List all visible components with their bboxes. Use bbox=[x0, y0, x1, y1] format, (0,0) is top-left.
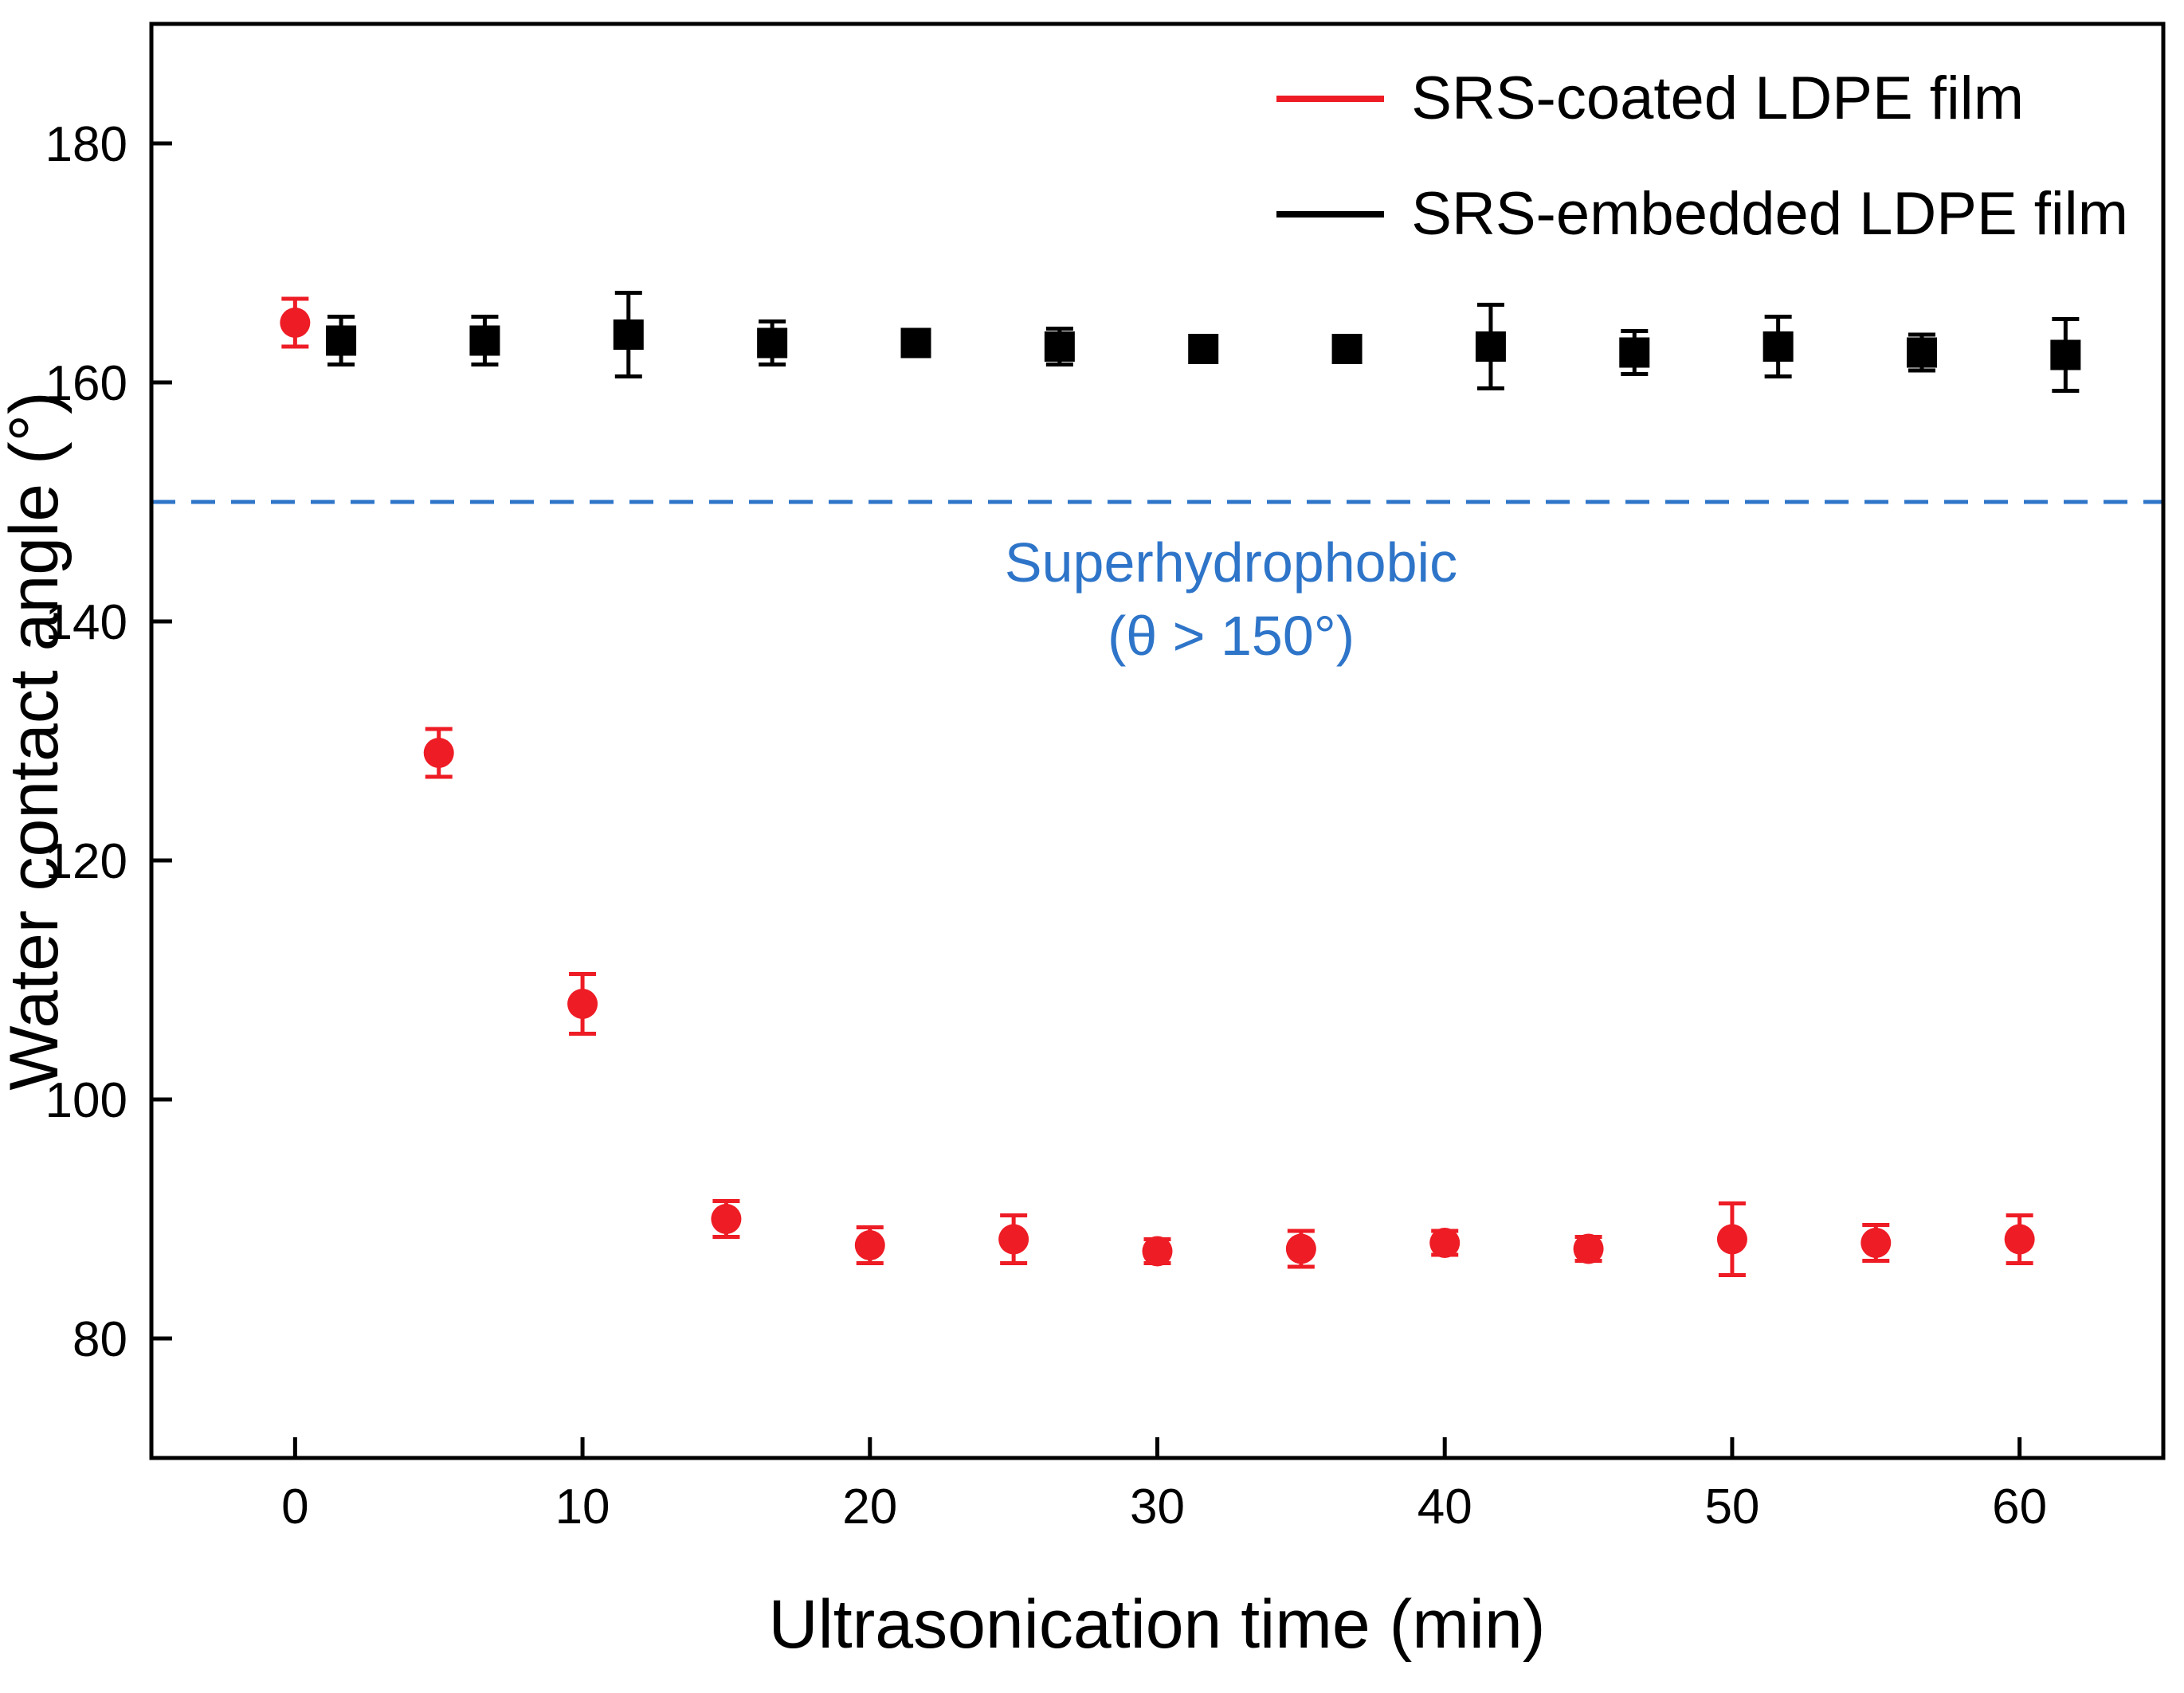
legend-swatch bbox=[1276, 210, 1385, 218]
legend-item-coated: SRS-coated LDPE film bbox=[1276, 64, 2128, 133]
legend-item-embedded: SRS-embedded LDPE film bbox=[1276, 179, 2128, 249]
svg-text:100: 100 bbox=[45, 1073, 127, 1128]
x-axis-label: Ultrasonication time (min) bbox=[769, 1586, 1546, 1663]
plot-layers: 0 10 20 30 40 50 60 80 100 120 140 160 180 bbox=[45, 22, 2166, 1534]
svg-text:20: 20 bbox=[842, 1479, 897, 1534]
svg-text:160: 160 bbox=[45, 356, 127, 411]
y-axis-label: Water contact angle (°) bbox=[0, 391, 73, 1090]
svg-text:180: 180 bbox=[45, 117, 127, 172]
svg-text:140: 140 bbox=[45, 595, 127, 650]
legend-swatch bbox=[1276, 95, 1385, 102]
superhydrophobic-annotation: Superhydrophobic (θ > 150°) bbox=[833, 526, 1629, 673]
svg-text:60: 60 bbox=[1992, 1479, 2047, 1534]
legend: SRS-coated LDPE film SRS-embedded LDPE f… bbox=[1276, 64, 2128, 249]
svg-text:80: 80 bbox=[73, 1312, 127, 1367]
annotation-line1: Superhydrophobic bbox=[1004, 531, 1458, 594]
svg-text:0: 0 bbox=[281, 1479, 308, 1534]
svg-text:10: 10 bbox=[555, 1479, 610, 1534]
svg-text:120: 120 bbox=[45, 834, 127, 889]
annotation-line2: (θ > 150°) bbox=[1107, 605, 1355, 668]
svg-text:30: 30 bbox=[1130, 1479, 1185, 1534]
legend-label: SRS-embedded LDPE film bbox=[1411, 180, 2128, 248]
legend-label: SRS-coated LDPE film bbox=[1411, 65, 2025, 132]
svg-text:50: 50 bbox=[1704, 1479, 1759, 1534]
svg-text:40: 40 bbox=[1417, 1479, 1472, 1534]
